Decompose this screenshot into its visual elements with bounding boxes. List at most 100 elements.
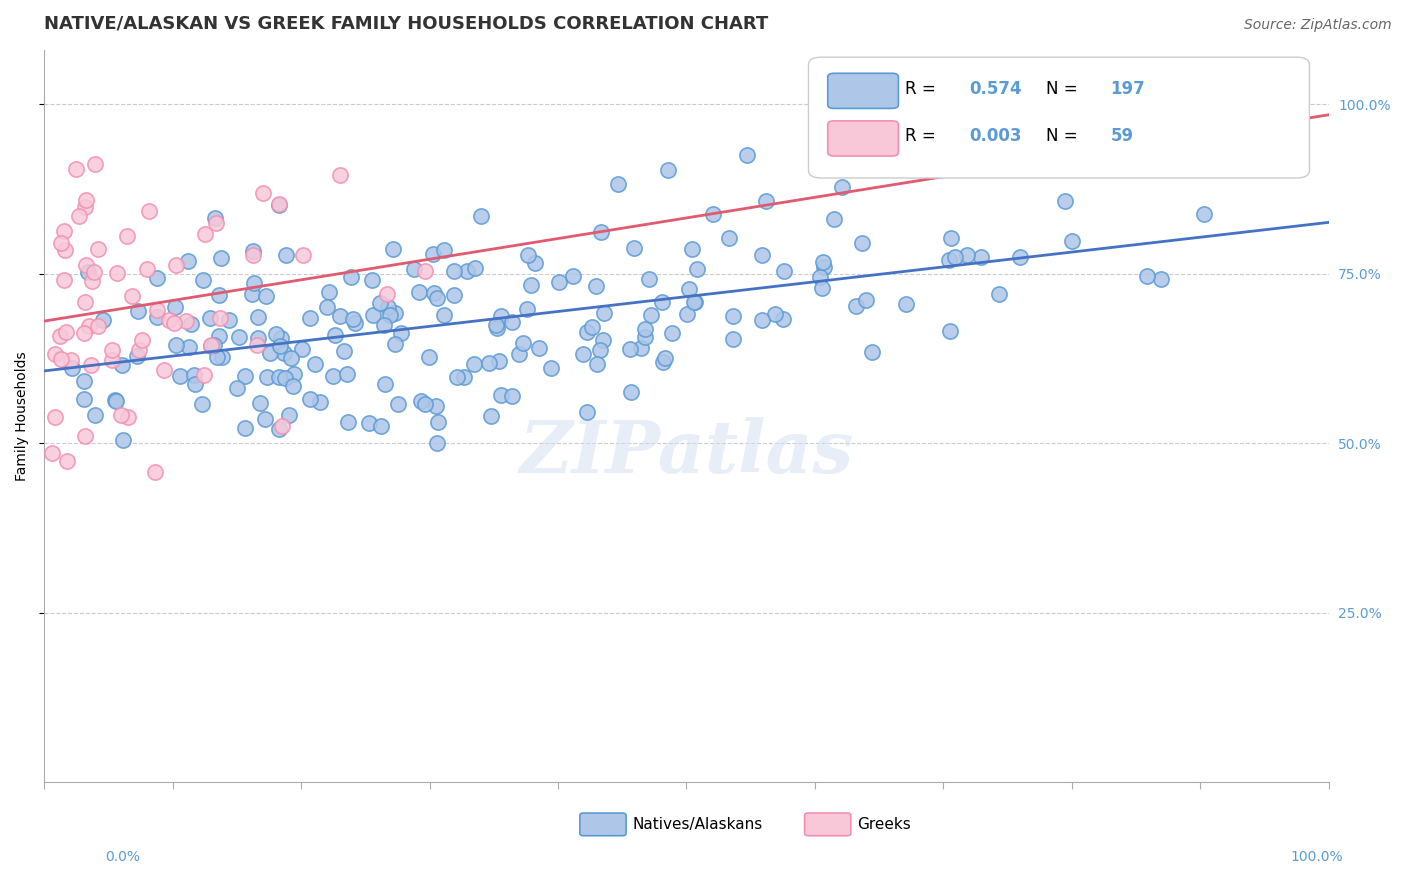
Point <box>53 273 76 287</box>
Point <box>121 289 143 303</box>
Point <box>735 148 758 162</box>
Point <box>661 326 683 341</box>
Text: R =: R = <box>905 128 941 145</box>
Point <box>316 300 339 314</box>
Point <box>1150 272 1173 286</box>
Point <box>1135 269 1157 284</box>
Point <box>49 236 72 251</box>
Point <box>280 351 302 366</box>
Point <box>640 308 662 322</box>
Point <box>253 412 276 426</box>
Point <box>773 264 796 278</box>
Point <box>361 273 384 287</box>
Point <box>413 396 436 410</box>
Point <box>44 409 66 424</box>
FancyBboxPatch shape <box>828 73 898 109</box>
Point <box>110 408 132 422</box>
Point <box>169 369 191 384</box>
Text: Natives/Alaskans: Natives/Alaskans <box>633 817 763 832</box>
Point <box>1054 194 1077 208</box>
Point <box>508 347 530 361</box>
Point <box>336 367 359 381</box>
Point <box>651 295 673 310</box>
Point <box>443 264 465 278</box>
Text: N =: N = <box>1046 128 1083 145</box>
Point <box>53 243 76 257</box>
Point <box>589 225 612 239</box>
Point <box>593 306 616 320</box>
Point <box>308 395 330 409</box>
Point <box>146 271 169 285</box>
Point <box>409 394 432 409</box>
Point <box>478 356 501 370</box>
Point <box>378 308 401 322</box>
Point <box>49 329 72 343</box>
Point <box>427 415 450 429</box>
Text: N =: N = <box>1046 79 1083 97</box>
Point <box>242 248 264 262</box>
Point <box>520 278 543 293</box>
Point <box>340 270 363 285</box>
Point <box>987 287 1010 301</box>
Point <box>373 318 395 333</box>
Point <box>225 380 247 394</box>
Point <box>404 262 426 277</box>
Point <box>209 251 232 265</box>
Point <box>318 285 340 300</box>
Point <box>184 377 207 392</box>
Point <box>194 227 217 242</box>
Point <box>165 259 187 273</box>
Point <box>1060 235 1083 249</box>
Point <box>343 316 366 330</box>
Point <box>377 301 399 315</box>
Point <box>322 369 344 384</box>
Point <box>418 350 440 364</box>
Point <box>606 177 628 191</box>
Point <box>342 311 364 326</box>
Point <box>370 419 392 434</box>
Point <box>218 312 240 326</box>
Point <box>464 261 486 276</box>
Point <box>269 422 291 436</box>
Point <box>183 368 205 382</box>
Point <box>281 379 304 393</box>
Point <box>619 342 641 356</box>
Point <box>413 264 436 278</box>
Point <box>163 316 186 330</box>
Point <box>267 370 290 384</box>
Point <box>939 324 962 338</box>
Point <box>77 319 100 334</box>
Point <box>138 203 160 218</box>
Point <box>105 266 128 280</box>
Point <box>337 415 360 429</box>
Point <box>620 384 643 399</box>
Point <box>851 236 873 251</box>
Point <box>443 288 465 302</box>
Point <box>104 393 127 408</box>
Point <box>55 325 77 339</box>
Point <box>548 276 571 290</box>
Point <box>423 286 446 301</box>
Point <box>374 377 396 392</box>
Text: 0.0%: 0.0% <box>105 850 141 863</box>
Point <box>200 338 222 352</box>
Point <box>145 310 167 324</box>
Point <box>191 396 214 410</box>
Point <box>204 211 226 226</box>
FancyBboxPatch shape <box>579 813 626 836</box>
Point <box>208 329 231 343</box>
Point <box>65 161 87 176</box>
Point <box>84 408 107 422</box>
Point <box>676 307 699 321</box>
Point <box>233 421 256 435</box>
Point <box>247 331 270 345</box>
Point <box>41 445 63 459</box>
Point <box>387 396 409 410</box>
Point <box>77 265 100 279</box>
Point <box>634 322 657 336</box>
Point <box>831 180 853 194</box>
Point <box>93 313 115 327</box>
Point <box>575 325 598 339</box>
Point <box>623 241 645 255</box>
Point <box>751 248 773 262</box>
